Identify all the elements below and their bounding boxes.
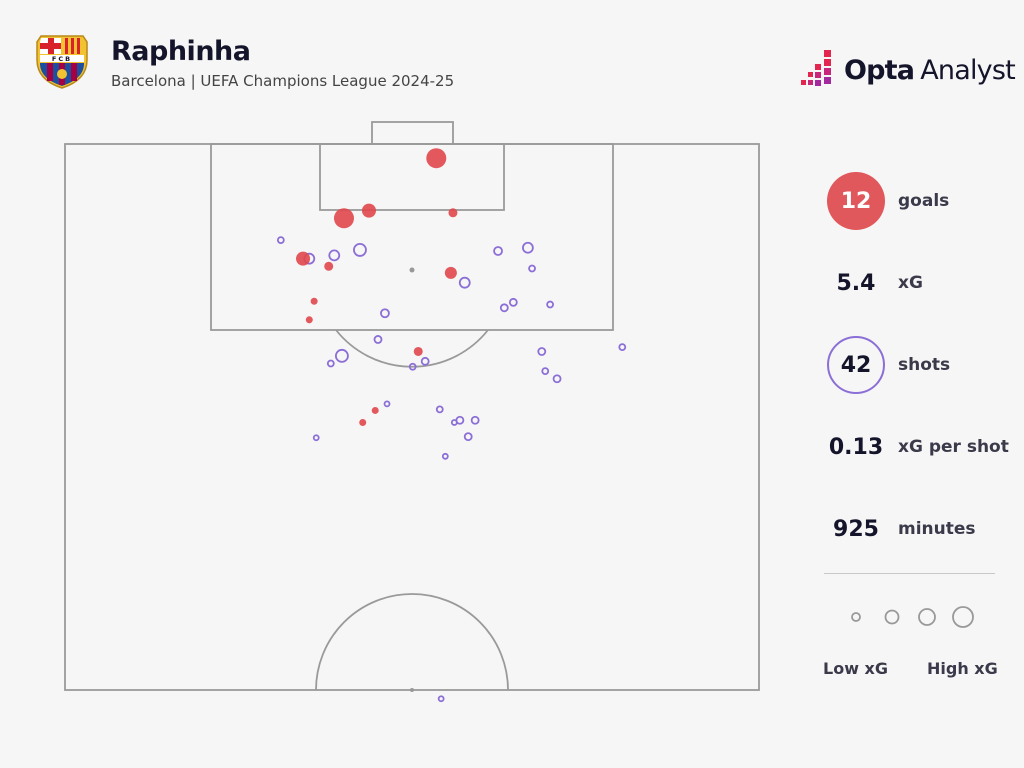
opta-analyst-logo: Opta Analyst [798,50,1016,90]
opta-pixel-icon [801,50,831,86]
goal-marker [310,297,318,305]
goals-badge: 12 [827,172,885,230]
shot-marker [441,452,449,460]
shot-marker [537,347,547,356]
penalty-arc [335,329,489,368]
penalty-spot [409,267,415,273]
player-name-title: Raphinha [111,36,251,67]
legend-circle-s [884,609,900,625]
shots-badge: 42 [827,336,885,394]
goal-marker [444,266,457,279]
shots-label: shots [898,355,951,375]
shot-marker [470,415,480,425]
shot-marker [353,242,367,257]
competition-subtitle: Barcelona | UEFA Champions League 2024-2… [111,72,455,90]
barcelona-crest-logo: FCB [36,35,88,89]
xg-size-legend [851,606,974,628]
minutes-value: 925 [833,516,879,542]
legend-divider [824,573,995,574]
shot-marker [437,695,445,703]
brand-name-bold: Opta [844,54,915,86]
shot-marker [328,249,341,262]
shot-marker [312,434,320,442]
goals-label: goals [898,191,950,211]
goal-marker [359,418,367,426]
xg-per-shot-value: 0.13 [828,434,884,460]
shot-marker [435,405,444,414]
centre-circle [315,593,509,691]
shot-marker [380,308,390,319]
goal-marker [361,203,376,218]
goal-marker [324,261,334,271]
legend-circle-m [918,608,936,626]
shot-marker [493,246,503,256]
xg-value: 5.4 [836,270,876,296]
shot-marker [458,276,471,289]
shot-marker [326,359,335,368]
goal-marker [448,208,458,218]
shot-marker [383,400,391,408]
shot-marker [373,335,383,344]
legend-circle-l [952,606,974,628]
shot-marker [420,356,430,366]
legend-high-xg: High xG [927,659,998,678]
shot-marker [508,297,518,307]
goal-marker [333,208,354,229]
centre-spot [410,688,414,692]
shot-marker [546,300,554,309]
shot-marker [455,415,465,425]
goal-marker [371,406,379,414]
crest-text: FCB [52,55,72,63]
xg-label: xG [898,273,923,293]
shot-marker [541,367,550,376]
shot-marker [499,303,509,313]
goal-marker [426,148,447,169]
xg-per-shot-label: xG per shot [898,437,1009,457]
shot-marker [463,432,473,442]
shots-layer [276,148,627,703]
shot-map-pitch [64,121,760,703]
shot-marker [522,241,534,254]
shot-marker [618,343,627,351]
six-yard-box [319,143,505,211]
shot-marker [276,236,285,244]
shot-marker [408,362,417,371]
goal-marker [413,346,423,356]
goal-marker [305,316,313,324]
shot-marker [528,264,536,273]
goal-marker [296,251,311,266]
minutes-label: minutes [898,519,976,539]
legend-circle-xs [851,612,861,622]
shot-marker [552,374,562,384]
goal [371,121,454,145]
shot-marker [334,348,349,363]
legend-low-xg: Low xG [823,659,888,678]
pitch-outline [64,143,760,691]
brand-name-light: Analyst [920,54,1015,86]
